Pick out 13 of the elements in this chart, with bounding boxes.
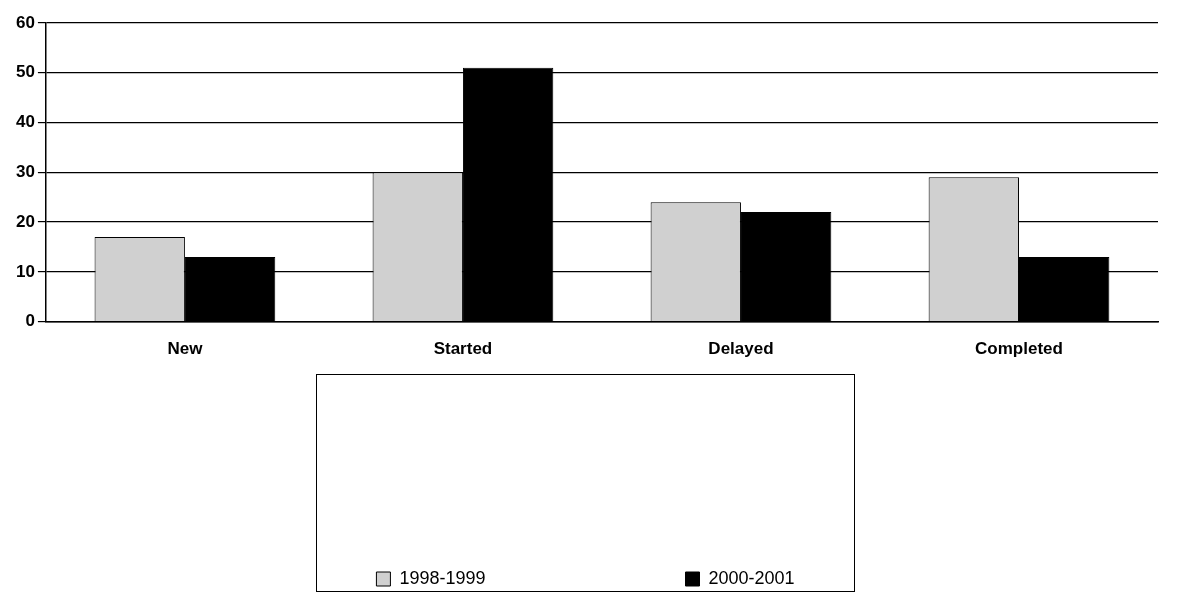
y-tick-label: 60 xyxy=(15,12,35,32)
y-tick-label: 0 xyxy=(25,311,35,331)
y-tick-label: 50 xyxy=(15,62,35,82)
y-tick-label: 30 xyxy=(15,161,35,181)
legend-label: 1998-1999 xyxy=(399,567,486,588)
y-tick-label: 10 xyxy=(15,261,35,281)
y-tick-label: 20 xyxy=(15,211,35,231)
x-tick-label: New xyxy=(167,339,204,359)
y-tick-label: 40 xyxy=(15,112,35,132)
x-tick-label: Completed xyxy=(975,339,1063,359)
legend-label: 2000-2001 xyxy=(708,567,795,588)
x-tick-label: Started xyxy=(433,339,493,359)
x-tick-label: Delayed xyxy=(708,339,774,359)
